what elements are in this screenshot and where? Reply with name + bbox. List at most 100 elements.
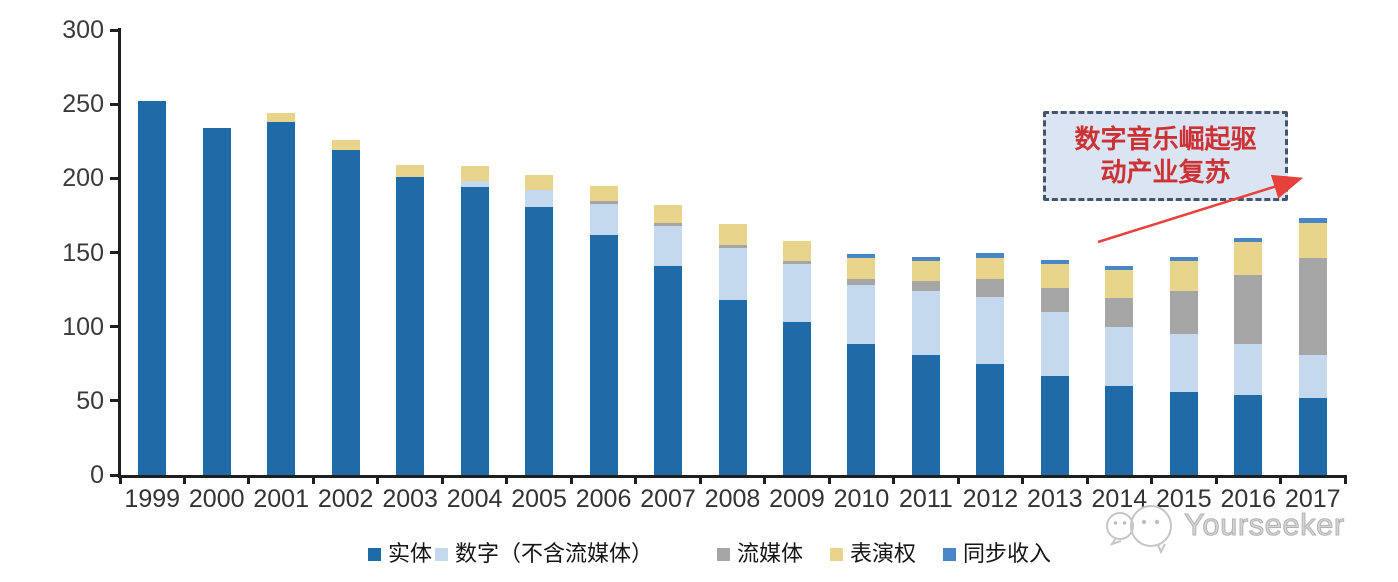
x-axis-tick (311, 475, 315, 484)
y-axis-tick (110, 28, 119, 32)
bar-segment-s3-2011 (911, 261, 940, 281)
bar-segment-s3-2003 (396, 164, 425, 177)
x-axis-label-2017: 2017 (1284, 485, 1341, 513)
x-axis-label-2011: 2011 (899, 485, 953, 513)
bar-segment-s3-2004 (460, 166, 489, 182)
y-axis-tick (110, 176, 119, 180)
bar-segment-s1-2012 (976, 297, 1005, 364)
bar-segment-s4-2016 (1234, 237, 1263, 243)
bar-segment-s4-2011 (911, 256, 940, 262)
bar-segment-s1-2009 (782, 264, 811, 323)
legend-item-s3: 表演权 (830, 543, 916, 565)
bar-segment-s2-2011 (911, 280, 940, 292)
y-axis-tick-label: 150 (62, 238, 104, 267)
x-axis-tick (634, 475, 638, 484)
bar-segment-s2-2012 (976, 279, 1005, 297)
x-axis-label-2015: 2015 (1156, 485, 1212, 513)
bar-segment-s2-2016 (1234, 274, 1263, 345)
y-axis-tick (110, 251, 119, 254)
bar-segment-s3-2012 (976, 258, 1005, 280)
x-axis-label-2010: 2010 (833, 485, 890, 513)
legend-label: 同步收入 (963, 541, 1052, 566)
y-axis-tick (110, 325, 119, 329)
bar-segment-s0-2000 (202, 127, 231, 475)
bar-segment-s1-2007 (654, 225, 683, 266)
x-axis-tick (1279, 475, 1283, 484)
x-axis-label-2007: 2007 (640, 485, 696, 513)
bar-segment-s3-2013 (1040, 264, 1069, 289)
x-axis-label-2008: 2008 (704, 485, 761, 513)
bar-segment-s4-2012 (976, 252, 1005, 259)
bar-segment-s3-2017 (1298, 222, 1327, 259)
bar-segment-s3-2005 (525, 175, 554, 191)
legend-swatch-icon (830, 547, 843, 561)
bar-segment-s0-2007 (654, 265, 683, 475)
bar-segment-s2-2007 (654, 222, 683, 226)
x-axis-label-2013: 2013 (1027, 485, 1083, 513)
bar-segment-s1-2008 (718, 248, 747, 300)
x-axis-tick (1150, 475, 1154, 484)
bar-segment-s0-2013 (1040, 375, 1069, 475)
x-axis-tick (1085, 475, 1089, 484)
bar-segment-s0-2015 (1169, 391, 1198, 475)
bar-segment-s2-2010 (847, 279, 876, 286)
annotation-text-line1: 数字音乐崛起驱 (1074, 125, 1257, 154)
bar-segment-s1-2006 (589, 203, 618, 235)
x-axis-label-2009: 2009 (769, 485, 825, 513)
bar-segment-s0-2016 (1234, 394, 1263, 475)
x-axis-line (118, 475, 1347, 478)
x-axis-tick (569, 475, 573, 484)
x-axis-label-2014: 2014 (1091, 485, 1148, 513)
y-axis-tick-label: 50 (76, 386, 104, 415)
x-axis-label-2005: 2005 (511, 485, 567, 513)
x-axis-label-2012: 2012 (962, 485, 1019, 513)
x-axis-label-2006: 2006 (575, 485, 632, 513)
bar-segment-s3-2014 (1105, 270, 1134, 299)
bar-segment-s0-2006 (589, 234, 618, 475)
bar-segment-s2-2006 (589, 200, 618, 204)
bar-segment-s1-2016 (1234, 344, 1263, 395)
x-axis-tick (1214, 475, 1218, 484)
bar-segment-s3-2007 (654, 205, 683, 223)
x-axis-tick (247, 475, 251, 484)
bar-segment-s0-2010 (847, 344, 876, 475)
x-axis-tick (1343, 475, 1347, 484)
bar-segment-s4-2017 (1298, 218, 1327, 223)
bar-segment-s0-2009 (782, 322, 811, 475)
bar-segment-s0-2008 (718, 299, 747, 475)
y-axis-tick-label: 250 (62, 90, 104, 119)
bar-segment-s1-2010 (847, 285, 876, 345)
x-axis-tick (182, 475, 186, 484)
bar-segment-s2-2015 (1169, 291, 1198, 335)
watermark-logo-icon (1106, 505, 1172, 554)
legend-label: 实体 (388, 541, 433, 566)
legend-item-s2: 流媒体 (717, 543, 803, 565)
x-axis-tick (698, 475, 702, 484)
y-axis-tick (110, 102, 119, 106)
x-axis-label-2004: 2004 (446, 485, 503, 513)
x-axis-label-2001: 2001 (253, 485, 309, 513)
y-axis-line (118, 28, 121, 477)
bar-segment-s0-2001 (267, 121, 296, 475)
bar-segment-s3-2002 (331, 139, 360, 151)
x-axis-label-2000: 2000 (188, 485, 245, 513)
legend-swatch-icon (368, 547, 381, 561)
bar-segment-s0-2017 (1298, 397, 1327, 475)
bar-segment-s0-2005 (525, 206, 554, 475)
annotation-callout: 数字音乐崛起驱 动产业复苏 (1043, 111, 1288, 201)
x-axis-tick (827, 475, 831, 484)
bar-segment-s3-2006 (589, 185, 618, 201)
bar-segment-s0-2012 (976, 363, 1005, 475)
bar-segment-s3-2016 (1234, 242, 1263, 275)
x-axis-label-2003: 2003 (382, 485, 438, 513)
y-axis-tick-label: 0 (90, 461, 104, 489)
bar-segment-s1-2004 (460, 181, 489, 188)
x-axis-tick (892, 475, 896, 484)
x-axis-label-1999: 1999 (124, 485, 181, 513)
bar-segment-s4-2014 (1105, 265, 1134, 271)
bar-segment-s0-2004 (460, 187, 489, 475)
watermark: Yourseeker (1102, 496, 1345, 554)
bar-segment-s1-2017 (1298, 354, 1327, 398)
bar-segment-s2-2009 (782, 261, 811, 265)
